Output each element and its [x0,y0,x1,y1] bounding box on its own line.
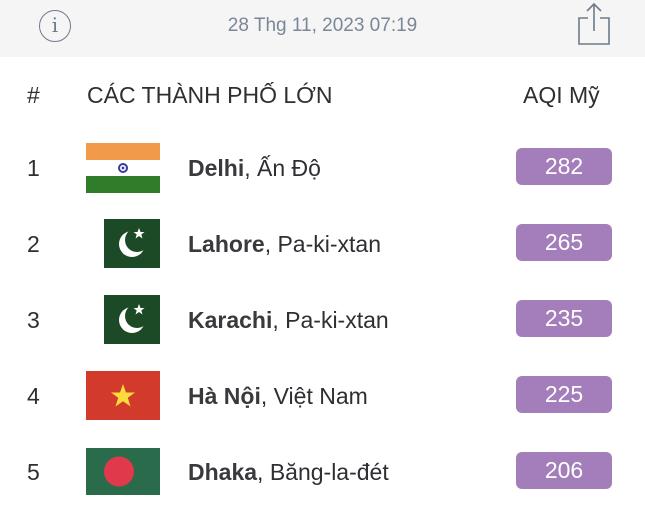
table-row[interactable]: 4 Hà Nội, Việt Nam 225 [0,358,645,434]
vietnam-flag-icon [86,371,160,420]
date-label: 28 Thg 11, 2023 07:19 [227,15,418,36]
info-icon[interactable]: i [39,10,71,42]
table-row[interactable]: 1 Delhi, Ấn Độ 282 [0,130,645,206]
table-row[interactable]: 2 Lahore, Pa-ki-xtan 265 [0,206,645,282]
aqi-badge: 206 [516,452,612,489]
city-column-header: CÁC THÀNH PHỐ LỚN [87,82,333,108]
top-bar: i 28 Thg 11, 2023 07:19 [0,0,645,57]
city-name[interactable]: Lahore, Pa-ki-xtan [188,231,382,257]
city-name[interactable]: Hà Nội, Việt Nam [188,383,368,409]
pakistan-flag-icon [104,219,160,268]
city-name[interactable]: Delhi, Ấn Độ [188,155,321,181]
aqi-column-header: AQI Mỹ [523,82,600,108]
rank: 1 [27,155,40,181]
rank: 5 [27,459,40,485]
aqi-badge: 235 [516,300,612,337]
city-name[interactable]: Karachi, Pa-ki-xtan [188,307,389,333]
table-row[interactable]: 3 Karachi, Pa-ki-xtan 235 [0,282,645,358]
city-name[interactable]: Dhaka, Băng-la-đét [188,459,389,485]
rank: 2 [27,231,40,257]
aqi-badge: 225 [516,376,612,413]
aqi-badge: 265 [516,224,612,261]
bangladesh-flag-icon [86,448,160,495]
rank: 3 [27,307,40,333]
india-flag-icon [86,143,160,193]
share-icon[interactable] [577,2,611,46]
rank: 4 [27,383,40,409]
table-row[interactable]: 5 Dhaka, Băng-la-đét 206 [0,434,645,510]
rank-column-header: # [27,82,40,108]
pakistan-flag-icon [104,295,160,344]
aqi-badge: 282 [516,148,612,185]
